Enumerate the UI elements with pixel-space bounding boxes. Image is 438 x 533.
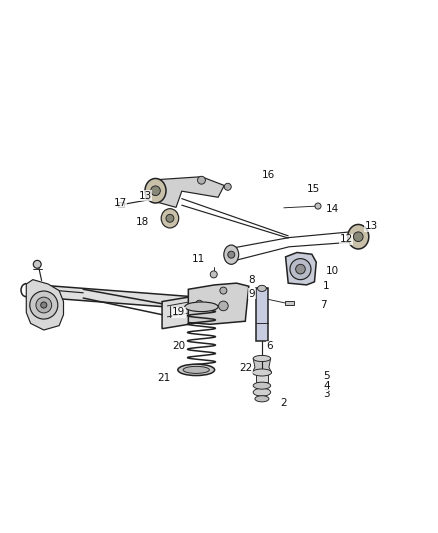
Text: 9: 9	[248, 289, 255, 298]
Text: 18: 18	[136, 217, 149, 227]
Text: 13: 13	[365, 221, 378, 231]
Text: 20: 20	[172, 341, 185, 351]
Polygon shape	[252, 359, 272, 373]
Text: 11: 11	[191, 254, 205, 264]
Text: 21: 21	[158, 373, 171, 383]
Polygon shape	[26, 284, 228, 312]
Circle shape	[196, 300, 203, 307]
Circle shape	[224, 183, 231, 190]
Text: 13: 13	[139, 190, 152, 200]
Circle shape	[210, 271, 217, 278]
Ellipse shape	[255, 395, 269, 402]
Text: 4: 4	[323, 381, 330, 391]
Text: 10: 10	[325, 266, 339, 276]
Text: 2: 2	[280, 398, 287, 408]
Polygon shape	[26, 280, 64, 330]
Circle shape	[228, 251, 235, 258]
Bar	[256, 373, 268, 382]
Text: 5: 5	[323, 371, 330, 381]
Polygon shape	[286, 253, 316, 285]
Circle shape	[151, 186, 160, 196]
Circle shape	[220, 287, 227, 294]
Circle shape	[353, 232, 363, 241]
Ellipse shape	[258, 285, 266, 292]
Ellipse shape	[253, 356, 271, 361]
Ellipse shape	[178, 364, 215, 376]
Bar	[118, 202, 124, 207]
Ellipse shape	[252, 369, 272, 376]
Text: 14: 14	[325, 204, 339, 214]
Circle shape	[315, 203, 321, 209]
Circle shape	[30, 291, 58, 319]
Text: 8: 8	[248, 274, 255, 285]
Text: 3: 3	[323, 390, 330, 399]
Text: 16: 16	[261, 171, 275, 180]
Ellipse shape	[224, 245, 239, 264]
Circle shape	[41, 302, 47, 308]
Ellipse shape	[145, 179, 166, 203]
Circle shape	[33, 260, 41, 268]
Ellipse shape	[185, 302, 218, 312]
Text: 17: 17	[114, 198, 127, 208]
Circle shape	[36, 297, 52, 313]
Text: 22: 22	[240, 363, 253, 373]
Text: 15: 15	[307, 184, 320, 195]
Polygon shape	[155, 177, 224, 207]
Ellipse shape	[183, 366, 209, 374]
Circle shape	[219, 301, 228, 311]
Ellipse shape	[253, 388, 271, 396]
Ellipse shape	[161, 209, 179, 228]
Bar	[285, 301, 294, 305]
Polygon shape	[162, 295, 201, 329]
Text: 19: 19	[172, 308, 185, 318]
Circle shape	[198, 176, 205, 184]
Circle shape	[166, 214, 174, 222]
Text: 6: 6	[266, 341, 273, 351]
Ellipse shape	[253, 382, 271, 389]
Text: 1: 1	[323, 281, 330, 291]
Circle shape	[290, 259, 311, 280]
Ellipse shape	[348, 224, 369, 249]
Text: 12: 12	[339, 235, 353, 244]
Bar	[256, 288, 268, 341]
Circle shape	[296, 264, 305, 274]
Polygon shape	[188, 283, 249, 324]
Text: 7: 7	[320, 300, 327, 310]
